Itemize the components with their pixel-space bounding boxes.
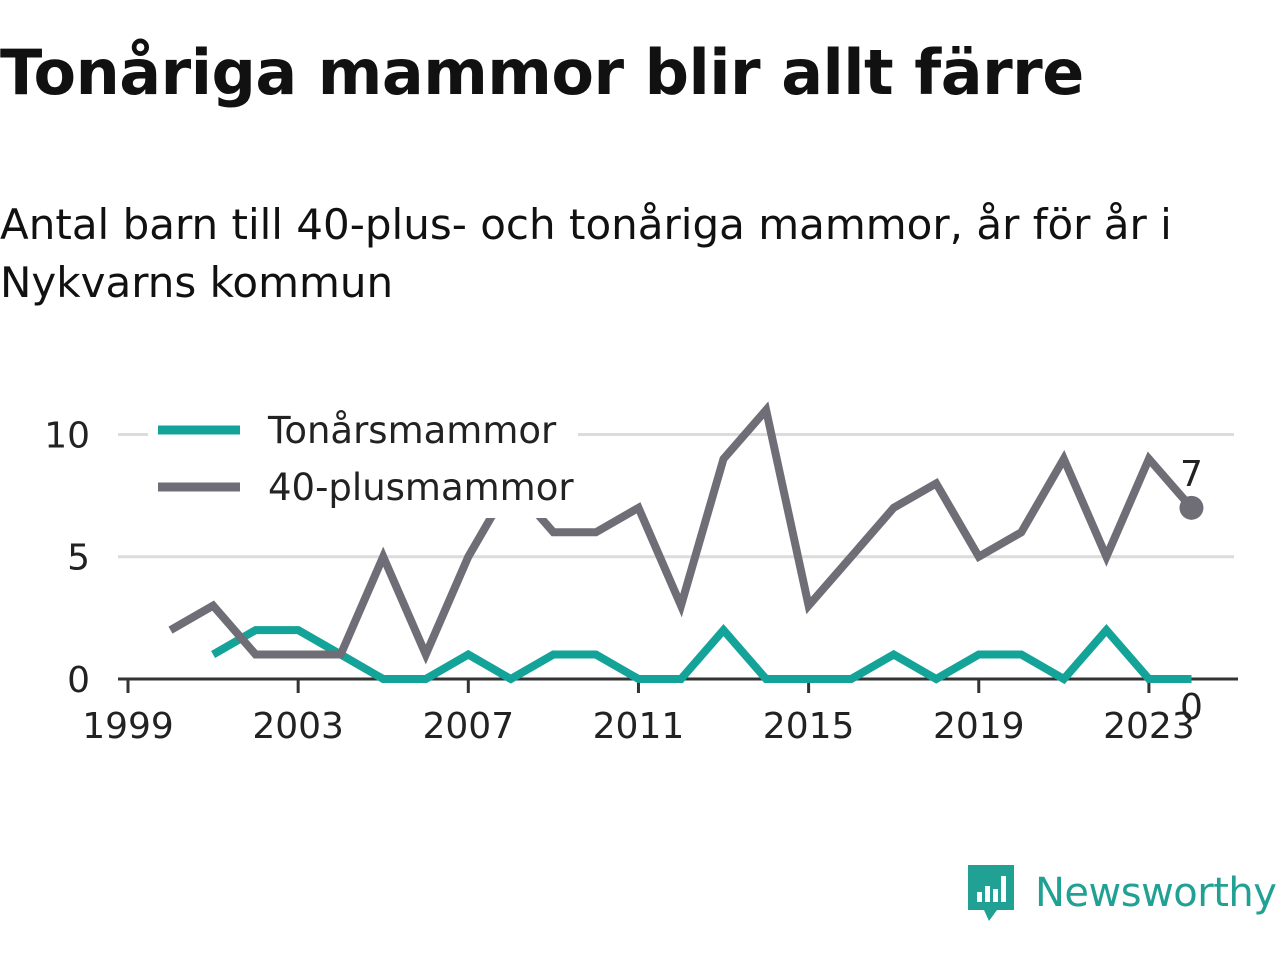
x-tick-label-2011: 2011 (593, 706, 685, 747)
end-labels: 70 (1179, 454, 1204, 728)
chart-subtitle: Antal barn till 40-plus- och tonåriga ma… (0, 200, 1172, 307)
end-point-marker (1179, 495, 1204, 520)
x-axis-tick-labels: 1999 2003 2007 2011 2015 2019 2023 (82, 706, 1195, 747)
end-label-40-plusmammor: 7 (1180, 454, 1203, 495)
chart-title: Tonåriga mammor blir allt färre (0, 36, 1084, 109)
legend-label-tonarsmammor: Tonårsmammor (267, 409, 557, 452)
x-tick-label-2023: 2023 (1103, 706, 1195, 747)
series-line-0 (211, 624, 1192, 685)
x-tick-label-2019: 2019 (933, 706, 1025, 747)
x-tick-label-2003: 2003 (252, 706, 344, 747)
legend: Tonårsmammor 40-plusmammor (148, 408, 578, 518)
end-label-tonarsmammor: 0 (1180, 687, 1203, 728)
y-tick-label-0: 0 (67, 660, 90, 701)
newsworthy-logo: Newsworthy (965, 862, 1277, 924)
x-tick-label-2007: 2007 (422, 706, 514, 747)
series-line-1 (168, 401, 1195, 665)
brand-name: Newsworthy (1035, 870, 1277, 916)
y-tick-label-5: 5 (67, 538, 90, 579)
x-tick-label-1999: 1999 (82, 706, 174, 747)
newsworthy-logo-icon (968, 865, 1014, 921)
x-tick-label-2015: 2015 (763, 706, 855, 747)
series-lines (168, 401, 1195, 685)
y-tick-label-10: 10 (44, 415, 90, 456)
legend-label-40-plusmammor: 40-plusmammor (268, 466, 574, 509)
y-axis-tick-labels: 0 5 10 (44, 415, 90, 701)
